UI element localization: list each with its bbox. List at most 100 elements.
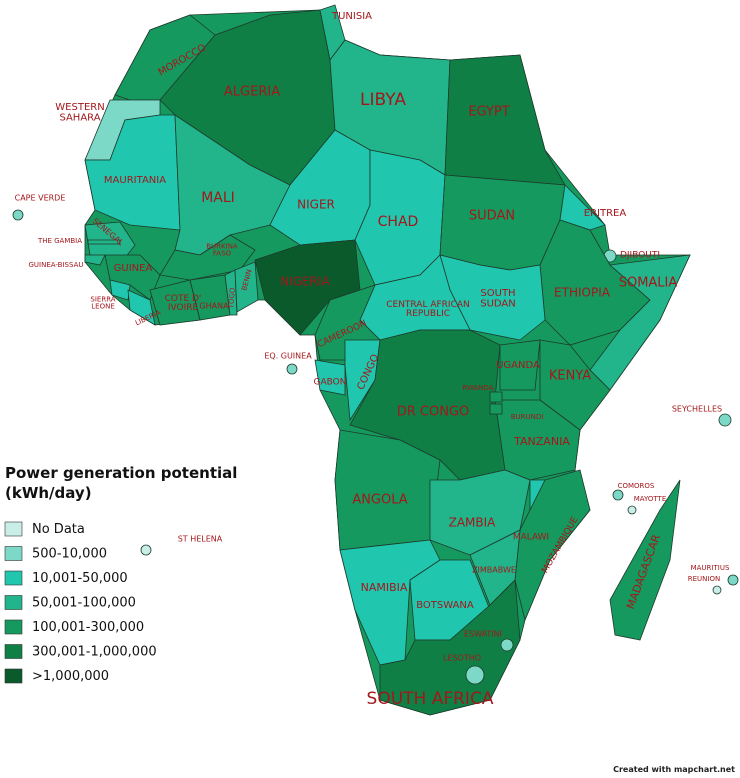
legend-label: 300,001-1,000,000 <box>32 645 157 660</box>
country-label: EQ. GUINEA <box>264 352 312 361</box>
country-label: CAPE VERDE <box>15 194 66 203</box>
country-label: COMOROS <box>618 482 655 490</box>
legend-label: 100,001-300,000 <box>32 620 144 635</box>
island-shape <box>500 638 514 652</box>
island-shape <box>140 544 152 556</box>
country-label: WESTERN <box>55 102 104 113</box>
island-shape <box>718 413 732 427</box>
country-label: TUNISIA <box>331 11 372 22</box>
country-shape <box>489 391 503 403</box>
country-label: MALI <box>201 190 235 206</box>
country-label: SIERRA <box>90 295 115 303</box>
country-shape <box>314 359 346 396</box>
legend-swatch <box>4 644 23 659</box>
country-label: EGYPT <box>468 105 509 120</box>
legend-title: Power generation potential <box>5 464 237 482</box>
island-shape <box>712 585 722 595</box>
country-shape <box>234 261 259 313</box>
country-shape <box>84 254 106 266</box>
country-label: LIBYA <box>360 90 406 110</box>
legend-swatch <box>4 570 23 586</box>
country-label: SUDAN <box>480 298 516 309</box>
country-shape <box>109 279 131 301</box>
country-label: DR CONGO <box>397 405 470 420</box>
legend-label: 50,001-100,000 <box>32 596 136 611</box>
country-label: ANGOLA <box>352 493 407 508</box>
country-label: SOUTH AFRICA <box>367 689 494 709</box>
map-layer <box>12 4 739 716</box>
country-label: GHANA <box>199 302 229 311</box>
country-shape <box>344 339 381 422</box>
country-label: GUINEA-BISSAU <box>29 261 84 269</box>
country-label: KENYA <box>549 369 591 384</box>
country-label: LESOTHO <box>443 654 481 663</box>
legend-swatch <box>4 595 23 610</box>
country-shape <box>499 339 541 391</box>
country-shape <box>429 469 531 556</box>
country-label: ETHIOPIA <box>554 286 611 300</box>
legend-label: >1,000,000 <box>32 669 109 684</box>
country-label: RWANDA <box>462 384 493 392</box>
country-label: TANZANIA <box>513 435 570 448</box>
country-label: LEONE <box>91 303 115 311</box>
country-label: MAYOTTE <box>634 495 667 503</box>
country-label: MAURITIUS <box>691 564 730 572</box>
country-label: ERITREA <box>584 208 627 219</box>
legend-label: 10,001-50,000 <box>32 571 128 586</box>
country-label: GABON <box>314 378 347 388</box>
island-shape <box>727 574 739 586</box>
country-label: NIGER <box>297 198 335 212</box>
country-label: REPUBLIC <box>406 309 450 319</box>
country-label: ZIMBABWE <box>472 566 516 575</box>
country-label: SOUTH <box>480 288 515 299</box>
island-shape <box>12 209 24 221</box>
footer: Created with mapchart.net <box>613 765 735 774</box>
country-label: FASO <box>213 250 232 258</box>
island-shape <box>612 489 624 501</box>
country-shape <box>489 403 503 415</box>
country-label: BURKINA <box>206 242 238 250</box>
country-label: SUDAN <box>469 209 515 224</box>
legend-swatch <box>4 668 23 684</box>
legend-swatch <box>4 546 23 561</box>
country-shape <box>87 239 121 245</box>
country-label: BURUNDI <box>511 413 544 421</box>
country-label: NIGERIA <box>280 275 330 289</box>
country-label: REUNION <box>688 575 720 583</box>
country-label: CHAD <box>378 214 419 230</box>
island-shape <box>465 665 485 685</box>
country-shape <box>159 234 256 281</box>
country-label: MALAWI <box>513 533 549 543</box>
country-label: SAHARA <box>59 112 100 123</box>
island-shape <box>627 505 637 515</box>
country-shape <box>609 479 681 641</box>
country-label: MAURITANIA <box>104 175 166 186</box>
country-label: ST HELENA <box>178 535 223 544</box>
country-label: SOMALIA <box>619 276 678 291</box>
country-label: IVOIRE <box>168 303 199 313</box>
legend-swatch <box>4 521 23 537</box>
country-label: ESWATINI <box>464 630 502 639</box>
country-label: UGANDA <box>496 360 540 371</box>
country-label: COTE D' <box>165 294 202 304</box>
island-shape <box>286 363 298 375</box>
legend-swatch <box>4 619 23 635</box>
country-label: CENTRAL AFRICAN <box>386 300 470 310</box>
country-label: NAMIBIA <box>361 581 408 594</box>
country-label: ALGERIA <box>224 85 280 100</box>
country-shape <box>224 269 238 316</box>
country-shape <box>339 539 441 666</box>
country-shape <box>444 54 566 186</box>
country-label: BOTSWANA <box>416 600 474 611</box>
legend-label: No Data <box>32 522 85 537</box>
country-shape <box>127 289 156 326</box>
country-label: THE GAMBIA <box>37 237 82 245</box>
country-label: SEYCHELLES <box>672 405 722 414</box>
country-label: ZAMBIA <box>449 516 497 530</box>
country-label: TOGO <box>227 287 237 310</box>
country-shape <box>379 579 521 716</box>
legend-title: (kWh/day) <box>5 484 92 502</box>
country-label: GUINEA <box>114 263 153 274</box>
country-label: DJIBOUTI <box>620 251 660 261</box>
